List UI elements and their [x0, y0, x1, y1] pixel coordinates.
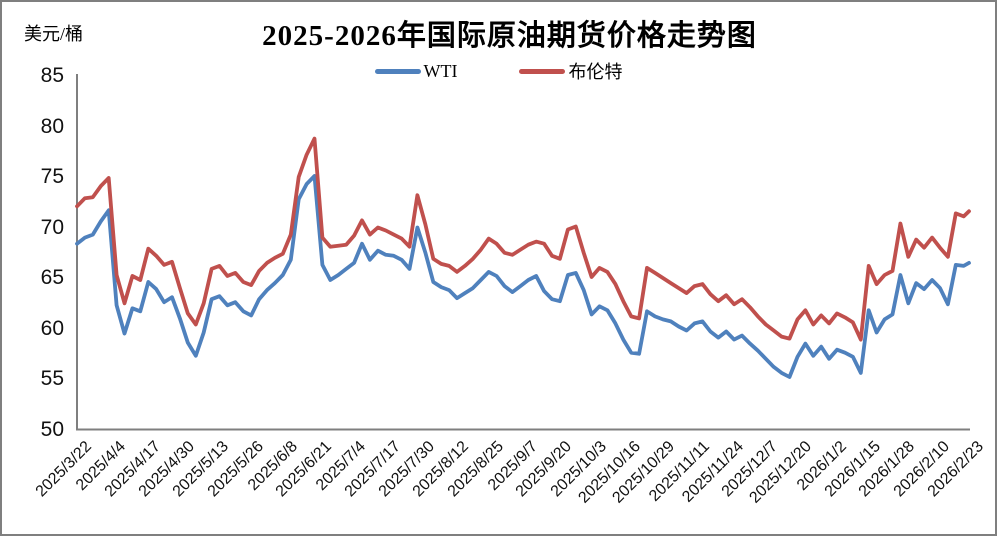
- y-tick-label: 85: [40, 64, 64, 87]
- wti-series-line: [75, 174, 971, 379]
- y-tick-label: 80: [40, 114, 64, 138]
- y-tick-label: 70: [40, 215, 64, 239]
- legend: WTI 布伦特: [2, 58, 995, 84]
- legend-label-brent: 布伦特: [568, 62, 623, 82]
- y-tick-label: 75: [40, 165, 64, 188]
- y-tick-label: 60: [40, 316, 64, 340]
- brent-line-swatch-icon: [519, 68, 566, 74]
- wti-line-swatch-icon: [374, 68, 421, 74]
- brent-series-line: [75, 136, 971, 342]
- legend-label-wti: WTI: [423, 60, 458, 81]
- y-axis-unit-label: 美元/桶: [24, 24, 84, 44]
- legend-item-wti: WTI: [374, 60, 458, 82]
- y-tick-label: 65: [40, 266, 64, 289]
- y-tick-label: 50: [40, 417, 64, 441]
- legend-item-brent: 布伦特: [519, 58, 622, 84]
- page-title: 2025-2026年国际原油期货价格走势图: [262, 20, 757, 52]
- y-tick-label: 55: [40, 367, 64, 390]
